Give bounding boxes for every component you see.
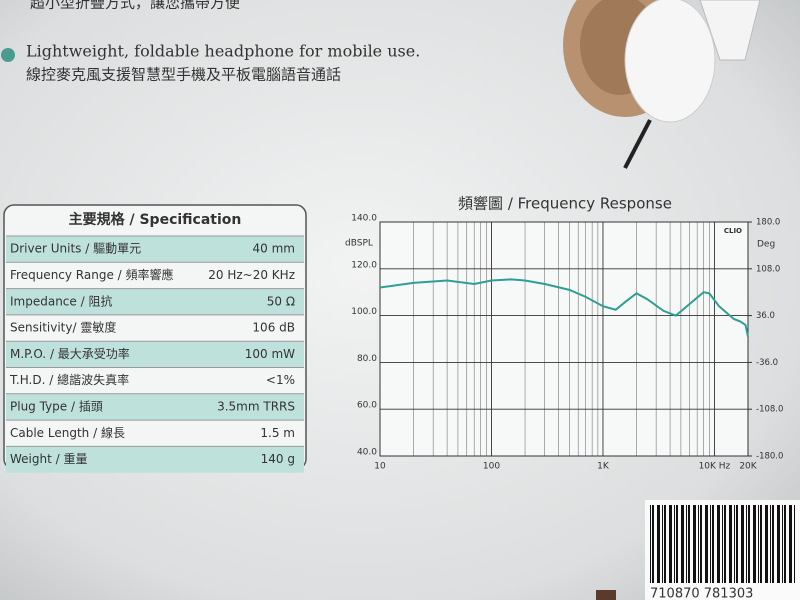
chart-title: 頻響圖 / Frequency Response (458, 195, 672, 213)
bullet-icon (1, 48, 15, 62)
barcode-bar (669, 505, 672, 583)
y-tick-label: 140.0 (351, 214, 377, 224)
barcode-bar (777, 505, 780, 583)
x-tick-label: 100 (483, 462, 500, 472)
spec-label: Sensitivity/ 靈敏度 (10, 320, 116, 335)
barcode-bar (782, 505, 783, 583)
table-row (6, 341, 304, 368)
spec-label: Weight / 重量 (10, 452, 87, 466)
table-row (6, 420, 304, 447)
y-axis-label: dBSPL (345, 239, 373, 249)
barcode-bar (700, 505, 702, 583)
spec-label: Impedance / 阻抗 (10, 293, 112, 308)
barcode-bar (746, 505, 747, 583)
barcode-bar (657, 505, 660, 583)
barcode-bar (686, 505, 687, 583)
y2-tick-label: -180.0 (756, 452, 783, 462)
spec-label: Frequency Range / 頻率響應 (10, 267, 174, 282)
barcode-bar (748, 505, 750, 583)
logo-fragment (596, 590, 616, 600)
barcode-bar (693, 505, 696, 583)
barcode-bar (770, 505, 771, 583)
spec-value: 3.5mm TRRS (217, 399, 295, 413)
table-title: 主要規格 / Specification (69, 211, 242, 228)
y-tick-label: 80.0 (357, 354, 377, 364)
barcode-bar (729, 505, 732, 583)
spec-value: 20 Hz~20 KHz (208, 268, 295, 282)
tagline-en: Lightweight, foldable headphone for mobi… (26, 42, 420, 61)
y2-tick-label: 108.0 (756, 264, 780, 274)
barcode-bar (753, 505, 756, 583)
barcode-bar (664, 505, 666, 583)
y2-tick-label: -36.0 (756, 358, 778, 368)
spec-label: Plug Type / 插頭 (10, 399, 103, 413)
barcode-bar (698, 505, 699, 583)
spec-label: T.H.D. / 總諧波失真率 (9, 372, 129, 387)
barcode-bar (760, 505, 762, 583)
brand-label: CLIO (724, 227, 742, 235)
y-tick-label: 120.0 (351, 260, 377, 270)
table-row (6, 367, 304, 394)
barcode-bar (772, 505, 774, 583)
x-tick-label: 10 (374, 462, 386, 472)
spec-value: 1.5 m (260, 426, 295, 440)
feature-cn: 線控麥克風支援智慧型手機及平板電腦語音通話 (26, 66, 341, 84)
y-tick-label: 100.0 (351, 307, 377, 317)
barcode-bar (662, 505, 663, 583)
y2-tick-label: -108.0 (756, 405, 783, 415)
barcode-bar (676, 505, 678, 583)
barcode-digits: 710870 781303 (650, 587, 753, 600)
barcode-bar (784, 505, 786, 583)
barcode-bar (736, 505, 738, 583)
barcode-bar (717, 505, 720, 583)
spec-label: M.P.O. / 最大承受功率 (10, 346, 130, 361)
spec-label: Cable Length / 線長 (10, 425, 125, 440)
y2-axis-label: Deg (757, 240, 775, 250)
y2-tick-label: 36.0 (756, 311, 775, 321)
barcode-bar (758, 505, 759, 583)
headphone-image (563, 0, 761, 169)
table-row (6, 262, 304, 289)
barcode-bar (712, 505, 714, 583)
x-tick-label: 20K (739, 462, 757, 472)
spec-value: 50 Ω (267, 294, 295, 308)
barcode-bar (650, 505, 651, 583)
barcode-bar (674, 505, 675, 583)
barcode-bar (705, 505, 708, 583)
spec-label: Driver Units / 驅動單元 (10, 242, 141, 256)
barcode-bar (741, 505, 744, 583)
barcode (645, 500, 800, 600)
barcode-bar (681, 505, 684, 583)
barcode-bar (722, 505, 723, 583)
table-row (6, 393, 304, 421)
barcode-bar (765, 505, 768, 583)
table-row (6, 446, 304, 473)
response-curve (379, 278, 749, 337)
barcode-bar (794, 505, 795, 583)
table-row (6, 288, 304, 315)
x-tick-label: 10K Hz (699, 462, 731, 472)
table-row (6, 236, 304, 263)
table-row (6, 314, 304, 342)
x-tick-label: 1K (597, 462, 610, 472)
y2-tick-label: 180.0 (756, 218, 780, 228)
spec-value: 106 dB (252, 321, 295, 335)
tagline-cn: 超小型折疊方式，讓您攜帶方便 (30, 0, 240, 12)
barcode-bar (789, 505, 792, 583)
barcode-bar (652, 505, 654, 583)
spec-value: 40 mm (253, 242, 295, 256)
spec-value: <1% (266, 373, 295, 387)
plot-area (379, 221, 749, 457)
barcode-bar (710, 505, 711, 583)
spec-value: 140 g (261, 452, 295, 466)
spec-value: 100 mW (245, 347, 295, 361)
barcode-bar (724, 505, 726, 583)
barcode-bar (688, 505, 690, 583)
y-tick-label: 40.0 (357, 448, 377, 458)
y-tick-label: 60.0 (357, 401, 377, 411)
barcode-bar (734, 505, 735, 583)
